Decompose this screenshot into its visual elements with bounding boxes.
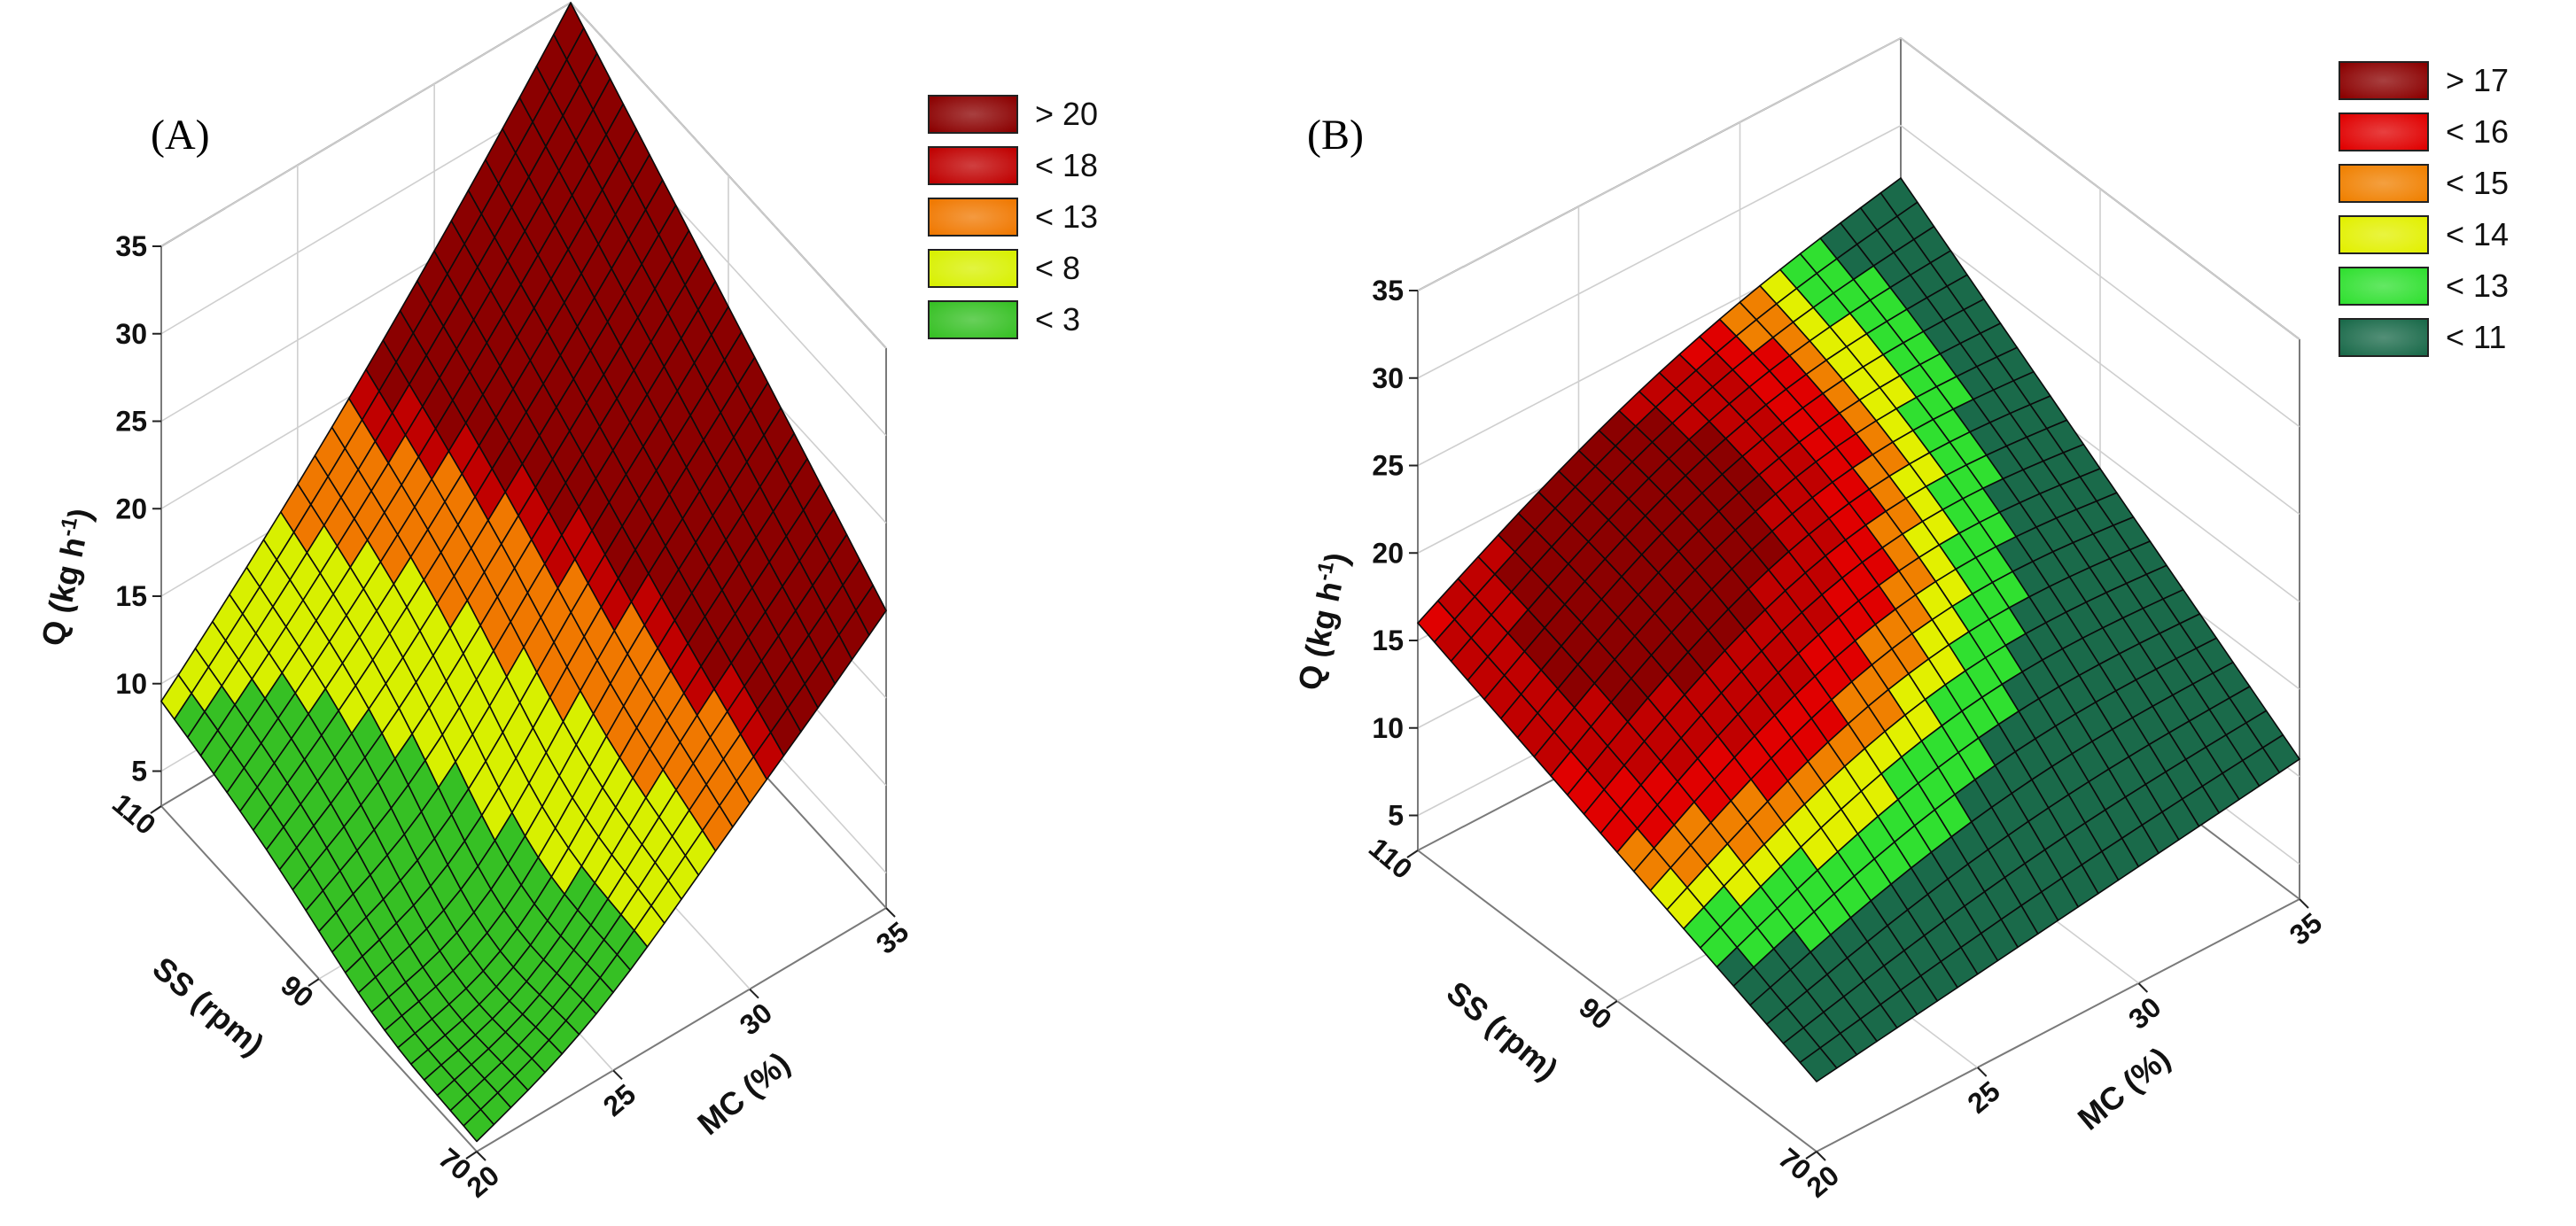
legend-swatch <box>2339 318 2429 357</box>
y-tick-mark <box>150 805 162 814</box>
y-tick-label: 110 <box>1363 832 1419 886</box>
legend-label: < 18 <box>1035 147 1098 183</box>
x-tick-label: 30 <box>734 997 778 1041</box>
z-tick-label: 10 <box>1372 712 1404 744</box>
legend-label: < 8 <box>1035 250 1080 286</box>
legend-swatch <box>2339 215 2429 254</box>
x-tick-mark <box>2137 982 2149 993</box>
x-tick-mark <box>2299 898 2309 909</box>
y-tick-mark <box>307 978 320 987</box>
z-tick-label: 35 <box>115 230 147 262</box>
legend-label: < 15 <box>2446 165 2509 201</box>
surface-cell <box>1799 1047 1838 1082</box>
legend-swatch <box>928 300 1018 339</box>
z-tick-label: 15 <box>115 580 147 612</box>
y-axis-title: SS (rpm) <box>1440 974 1565 1088</box>
z-tick-label: 35 <box>1372 275 1404 306</box>
legend-label: < 16 <box>2446 113 2509 150</box>
y-tick-mark <box>1606 1000 1618 1009</box>
y-tick-mark <box>1406 850 1419 858</box>
legend-label: < 14 <box>2446 216 2509 252</box>
panel-label: (B) <box>1307 112 1364 159</box>
legend-label: > 17 <box>2446 62 2509 98</box>
legend-swatch <box>2339 267 2429 306</box>
legend-swatch <box>928 146 1018 185</box>
legend: > 17 < 16 < 15 < 14 < 13 < 11 <box>2339 61 2509 357</box>
legend-swatch <box>928 198 1018 237</box>
legend-swatch <box>2339 113 2429 151</box>
x-tick-mark <box>1816 1151 1826 1161</box>
legend-label: < 13 <box>2446 268 2509 304</box>
legend-swatch <box>2339 164 2429 203</box>
x-axis-title: MC (%) <box>2071 1040 2177 1137</box>
z-tick-label: 20 <box>115 493 147 524</box>
y-tick-label: 110 <box>106 788 162 842</box>
x-tick-mark <box>749 988 759 999</box>
surface-mesh <box>1417 177 2300 1082</box>
z-tick-label: 5 <box>1388 800 1404 832</box>
z-tick-label: 30 <box>115 318 147 350</box>
y-tick-label: 90 <box>1573 991 1617 1036</box>
surface-cell <box>463 1108 495 1143</box>
panel-label: (A) <box>151 112 210 159</box>
legend: > 20 < 18 < 13 < 8 < 3 <box>928 95 1098 339</box>
legend-label: < 13 <box>1035 198 1098 235</box>
z-axis-title: Q (kg h-1) <box>1288 549 1355 694</box>
x-tick-label: 35 <box>870 915 914 959</box>
legend-swatch <box>2339 61 2429 100</box>
z-tick-label: 25 <box>1372 450 1404 482</box>
wall-gridline <box>1417 37 2300 340</box>
z-tick-label: 20 <box>1372 537 1404 569</box>
z-tick-label: 10 <box>115 668 147 700</box>
legend-label: < 3 <box>1035 301 1080 338</box>
x-tick-label: 30 <box>2122 990 2167 1035</box>
z-tick-label: 15 <box>1372 625 1404 656</box>
y-tick-mark <box>1805 1151 1817 1160</box>
y-tick-label: 90 <box>275 969 319 1013</box>
x-tick-mark <box>885 907 896 918</box>
y-tick-mark <box>465 1151 478 1160</box>
x-tick-mark <box>612 1069 623 1081</box>
y-axis-title: SS (rpm) <box>146 950 271 1063</box>
z-axis-title-main: Q (kg h <box>34 534 92 649</box>
z-tick-label: 5 <box>131 756 147 788</box>
z-tick-label: 25 <box>115 406 147 438</box>
legend-label: < 11 <box>2446 319 2506 355</box>
legend-swatch <box>928 95 1018 134</box>
legend-label: > 20 <box>1035 96 1098 132</box>
x-tick-mark <box>1976 1067 1988 1077</box>
surface-mesh <box>160 2 887 1143</box>
x-tick-label: 35 <box>2284 906 2328 951</box>
x-axis-title: MC (%) <box>690 1044 797 1142</box>
x-tick-label: 25 <box>597 1078 642 1122</box>
z-axis-title: Q (kg h-1) <box>32 505 98 649</box>
x-tick-mark <box>476 1151 486 1161</box>
floor-edge <box>476 907 887 1152</box>
legend-swatch <box>928 249 1018 288</box>
floor-edge <box>1816 898 2300 1152</box>
z-tick-label: 30 <box>1372 362 1404 394</box>
x-tick-label: 25 <box>1961 1075 2005 1119</box>
z-axis-title-main: Q (kg h <box>1290 578 1349 694</box>
